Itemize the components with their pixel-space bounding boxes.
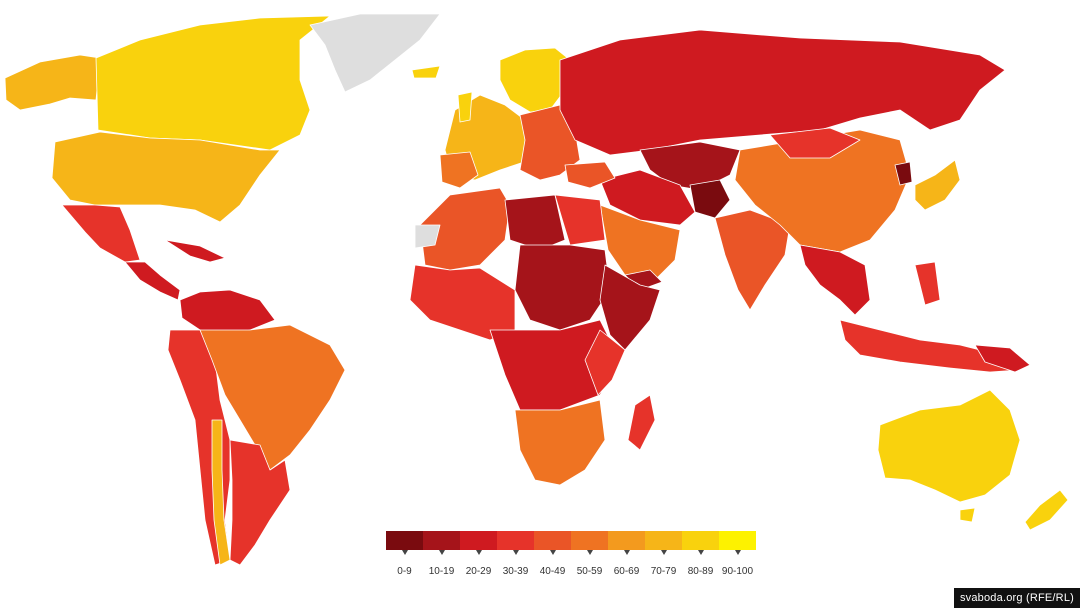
legend-swatch bbox=[608, 531, 645, 555]
region-canada bbox=[95, 15, 331, 151]
legend-swatch bbox=[719, 531, 756, 555]
legend-label: 40-49 bbox=[539, 566, 566, 577]
legend-swatch bbox=[645, 531, 682, 555]
region-japan-korea bbox=[914, 159, 961, 211]
region-north-korea bbox=[894, 161, 913, 186]
land-regions bbox=[4, 13, 1069, 566]
legend-label: 60-69 bbox=[613, 566, 640, 577]
legend-labels: 0-9 10-19 20-29 30-39 40-49 50-59 60-69 70-79 80… bbox=[386, 566, 756, 577]
region-russia bbox=[559, 29, 1006, 156]
legend-swatch bbox=[460, 531, 497, 555]
region-usa bbox=[51, 131, 281, 223]
source-credit[interactable]: svaboda.org (RFE/RL) bbox=[953, 588, 1080, 608]
region-chile-strip bbox=[211, 419, 231, 566]
region-mongolia bbox=[769, 127, 861, 159]
region-north-africa-west bbox=[419, 187, 511, 271]
legend-label: 20-29 bbox=[465, 566, 492, 577]
legend-tick bbox=[512, 550, 519, 555]
legend-tick bbox=[660, 550, 667, 555]
legend-label: 50-59 bbox=[576, 566, 603, 577]
region-afghanistan bbox=[689, 179, 731, 219]
legend: 0-9 10-19 20-29 30-39 40-49 50-59 60-69 70-79 80… bbox=[386, 531, 756, 577]
region-caribbean bbox=[164, 239, 226, 263]
legend-tick bbox=[586, 550, 593, 555]
region-brazil bbox=[199, 324, 346, 471]
region-arabia bbox=[599, 204, 681, 286]
region-southern-africa bbox=[514, 399, 606, 486]
region-west-africa bbox=[409, 264, 516, 341]
legend-tick bbox=[475, 550, 482, 555]
legend-tick bbox=[697, 550, 704, 555]
legend-swatch bbox=[682, 531, 719, 555]
region-iberia bbox=[439, 151, 479, 189]
region-scandinavia bbox=[499, 47, 571, 113]
legend-tick bbox=[734, 550, 741, 555]
legend-tick bbox=[438, 550, 445, 555]
region-china bbox=[734, 129, 911, 253]
region-southeast-asia bbox=[799, 244, 871, 316]
legend-label: 70-79 bbox=[650, 566, 677, 577]
legend-tick bbox=[549, 550, 556, 555]
region-alaska bbox=[4, 54, 101, 111]
legend-tick bbox=[401, 550, 408, 555]
legend-label: 90-100 bbox=[721, 566, 754, 577]
region-venezuela-colombia bbox=[179, 289, 276, 336]
region-australia bbox=[877, 389, 1021, 503]
legend-color-scale bbox=[386, 531, 756, 555]
region-madagascar bbox=[627, 394, 656, 451]
legend-swatch bbox=[534, 531, 571, 555]
region-sudan-sahel bbox=[514, 244, 611, 331]
region-philippines bbox=[914, 261, 941, 306]
region-central-america bbox=[124, 261, 181, 301]
region-tasmania bbox=[959, 507, 976, 523]
legend-swatch bbox=[497, 531, 534, 555]
region-india bbox=[714, 209, 791, 311]
region-mexico bbox=[61, 204, 141, 263]
region-central-africa bbox=[489, 319, 621, 411]
legend-label: 0-9 bbox=[397, 566, 412, 577]
legend-swatch bbox=[423, 531, 460, 555]
region-turkey bbox=[564, 161, 616, 189]
region-egypt bbox=[554, 194, 606, 246]
region-indonesia bbox=[839, 319, 1021, 373]
legend-tick bbox=[623, 550, 630, 555]
legend-label: 30-39 bbox=[502, 566, 529, 577]
legend-swatch bbox=[571, 531, 608, 555]
region-east-africa bbox=[584, 329, 626, 396]
region-new-zealand bbox=[1024, 489, 1069, 531]
legend-label: 80-89 bbox=[687, 566, 714, 577]
region-western-sahara bbox=[414, 224, 441, 249]
region-uk-iceland bbox=[411, 65, 473, 123]
region-greenland bbox=[309, 13, 441, 93]
region-southern-cone bbox=[229, 439, 291, 566]
region-horn-africa bbox=[599, 264, 661, 351]
region-papua bbox=[974, 344, 1031, 373]
region-libya bbox=[504, 194, 566, 251]
region-iran-middle-east bbox=[599, 169, 696, 226]
legend-label: 10-19 bbox=[428, 566, 455, 577]
legend-swatch bbox=[386, 531, 423, 555]
